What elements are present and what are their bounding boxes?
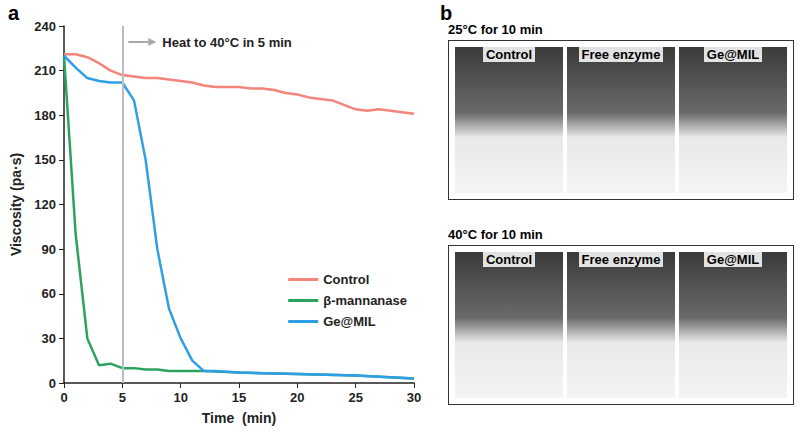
svg-text:Time (min): Time (min) (202, 410, 276, 426)
html-text:40°C for 10 min: 40°C for 10 min (448, 227, 543, 242)
html-text:Free enzyme: Free enzyme (581, 47, 661, 62)
svg-text:Control: Control (323, 272, 369, 287)
svg-text:240: 240 (34, 19, 56, 34)
html-text:Ge@MIL: Ge@MIL (706, 47, 760, 62)
svg-text:25: 25 (348, 390, 362, 405)
html-text:Control: Control (485, 252, 533, 267)
html-text:a: a (8, 2, 20, 24)
svg-text:15: 15 (232, 390, 246, 405)
svg-text:Heat to 40°C in 5 min: Heat to 40°C in 5 min (162, 35, 292, 50)
svg-text:120: 120 (34, 197, 56, 212)
svg-text:30: 30 (407, 390, 421, 405)
svg-text:90: 90 (42, 242, 56, 257)
html-text:b: b (440, 2, 453, 24)
html-text:Ge@MIL: Ge@MIL (706, 252, 760, 267)
svg-text:20: 20 (290, 390, 304, 405)
svg-text:60: 60 (42, 286, 56, 301)
svg-text:150: 150 (34, 152, 56, 167)
html-text:Free enzyme: Free enzyme (581, 252, 661, 267)
svg-text:210: 210 (34, 63, 56, 78)
svg-text:10: 10 (173, 390, 187, 405)
svg-text:0: 0 (60, 390, 67, 405)
html-text:25°C for 10 min: 25°C for 10 min (448, 22, 543, 37)
svg-text:5: 5 (119, 390, 126, 405)
html-text:Control: Control (485, 47, 533, 62)
svg-text:β-mannanase: β-mannanase (323, 293, 407, 308)
svg-text:Ge@MIL: Ge@MIL (323, 314, 375, 329)
svg-text:Viscosity (pa·s): Viscosity (pa·s) (8, 153, 24, 256)
svg-text:0: 0 (49, 376, 56, 391)
svg-text:30: 30 (42, 331, 56, 346)
svg-text:180: 180 (34, 108, 56, 123)
